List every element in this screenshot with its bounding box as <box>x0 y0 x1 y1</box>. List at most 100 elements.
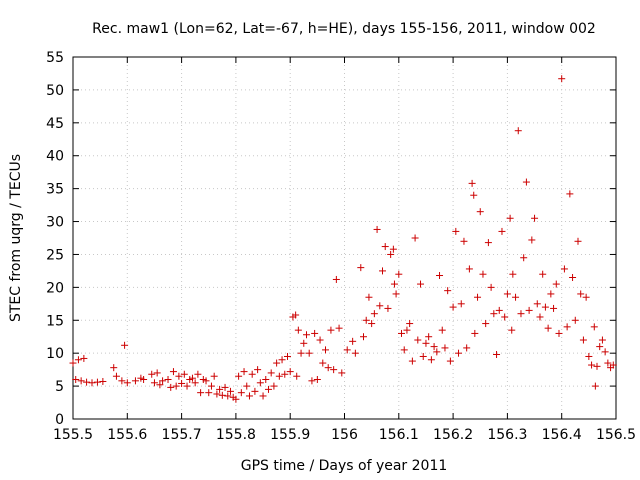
data-point <box>251 387 259 395</box>
data-point <box>286 368 294 376</box>
data-point <box>541 303 549 311</box>
data-point <box>72 376 80 384</box>
axis-ticks <box>72 56 617 420</box>
data-point <box>80 354 88 362</box>
data-point <box>552 280 560 288</box>
data-point <box>264 385 272 393</box>
data-point <box>178 379 186 387</box>
data-point <box>392 290 400 298</box>
data-point <box>403 326 411 334</box>
data-point <box>77 377 85 385</box>
data-point <box>482 320 490 328</box>
data-point <box>148 370 156 378</box>
data-point <box>601 348 609 356</box>
data-point <box>506 214 514 222</box>
data-point <box>121 341 129 349</box>
data-point <box>338 369 346 377</box>
data-point <box>436 272 444 280</box>
data-point <box>254 366 262 374</box>
data-point <box>131 377 139 385</box>
data-point <box>112 372 120 380</box>
data-point <box>588 361 596 369</box>
data-point <box>370 310 378 318</box>
data-point <box>522 178 530 186</box>
x-tick-label: 155.6 <box>107 427 147 443</box>
data-point <box>362 316 370 324</box>
data-point <box>417 280 425 288</box>
data-point <box>590 323 598 331</box>
y-tick-label: 25 <box>46 247 64 263</box>
data-point <box>438 326 446 334</box>
data-point <box>452 227 460 235</box>
x-tick-label: 156 <box>331 427 358 443</box>
data-point <box>183 382 191 390</box>
x-tick-label: 156.1 <box>379 427 419 443</box>
data-point <box>224 392 232 400</box>
data-point <box>455 349 463 357</box>
data-point <box>563 323 571 331</box>
data-point <box>531 214 539 222</box>
data-point <box>387 250 395 258</box>
data-point <box>569 273 577 281</box>
data-point <box>550 304 558 312</box>
y-tick-label: 30 <box>46 215 64 231</box>
data-point <box>593 362 601 370</box>
data-point <box>487 283 495 291</box>
data-point <box>465 265 473 273</box>
data-point <box>609 361 617 369</box>
data-point <box>110 364 118 372</box>
data-point <box>293 372 301 380</box>
data-point <box>332 275 340 283</box>
data-point <box>324 364 332 372</box>
x-tick-label: 156.5 <box>596 427 636 443</box>
data-point <box>571 316 579 324</box>
data-point <box>278 356 286 364</box>
data-point <box>218 391 226 399</box>
data-point <box>520 254 528 262</box>
data-point <box>368 320 376 328</box>
data-point <box>558 75 566 83</box>
data-point <box>484 239 492 247</box>
data-point <box>495 306 503 314</box>
data-point <box>216 385 224 393</box>
data-point <box>395 270 403 278</box>
data-point <box>441 344 449 352</box>
data-point <box>281 370 289 378</box>
data-point <box>408 357 416 365</box>
data-point <box>118 377 126 385</box>
data-point <box>577 290 585 298</box>
data-point <box>69 359 77 367</box>
data-point <box>427 356 435 364</box>
data-point <box>476 208 484 216</box>
data-point <box>210 372 218 380</box>
data-point <box>528 236 536 244</box>
data-point <box>294 326 302 334</box>
data-point <box>400 346 408 354</box>
data-point <box>305 349 313 357</box>
x-tick-label: 156.4 <box>542 427 582 443</box>
x-tick-label: 155.9 <box>270 427 310 443</box>
data-point <box>479 270 487 278</box>
data-point <box>490 310 498 318</box>
data-point <box>343 346 351 354</box>
y-tick-label: 55 <box>46 50 64 66</box>
data-point <box>292 311 300 319</box>
data-point <box>197 389 205 397</box>
data-point <box>596 343 604 351</box>
data-point <box>194 370 202 378</box>
data-point <box>297 349 305 357</box>
data-point <box>468 179 476 187</box>
data-point <box>283 352 291 360</box>
data-point <box>256 379 264 387</box>
data-point <box>88 379 96 387</box>
data-point <box>498 227 506 235</box>
data-point <box>604 359 612 367</box>
data-point <box>582 293 590 301</box>
data-point <box>213 390 221 398</box>
data-point <box>398 329 406 337</box>
data-point <box>433 348 441 356</box>
data-point <box>501 313 509 321</box>
data-point <box>175 372 183 380</box>
x-tick-label: 155.8 <box>216 427 256 443</box>
data-point <box>83 378 91 386</box>
